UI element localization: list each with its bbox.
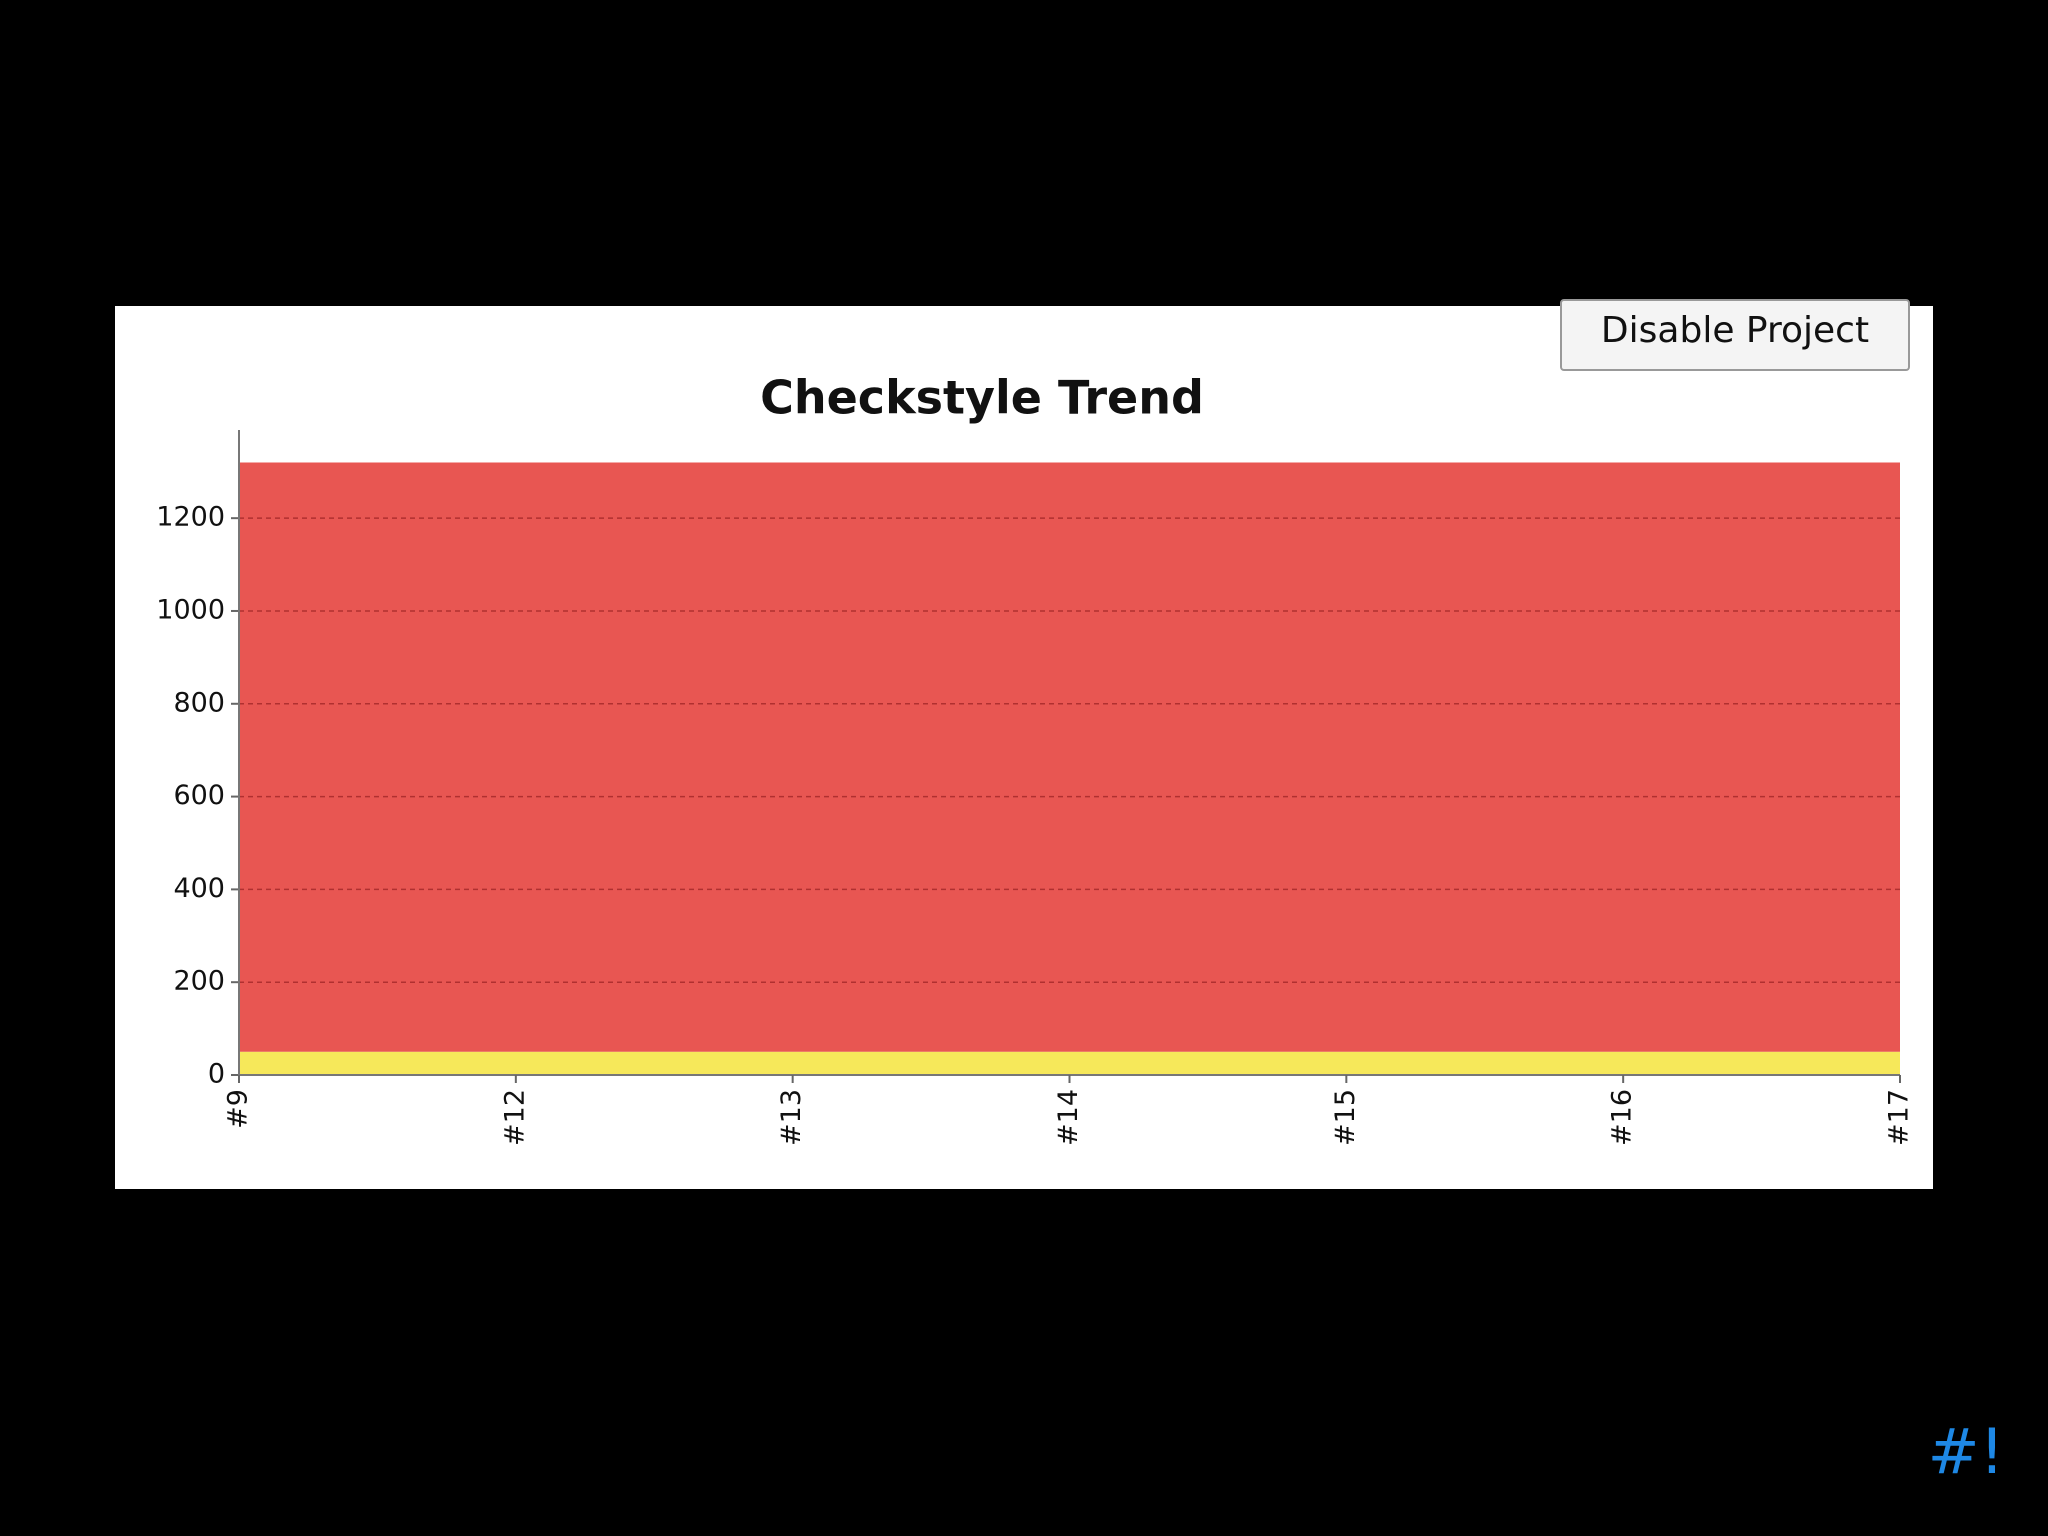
area (239, 462, 1900, 1052)
area (239, 1051, 1900, 1075)
x-tick-label: #17 (1884, 1089, 1915, 1146)
y-tick-label: 600 (173, 780, 225, 811)
y-tick-label: 1000 (156, 594, 225, 625)
y-tick-label: 1200 (156, 502, 225, 533)
x-tick-label: #12 (499, 1089, 530, 1146)
button[interactable] (1560, 299, 1910, 371)
x-tick-label: #14 (1053, 1089, 1084, 1146)
x-tick-label: #16 (1607, 1089, 1638, 1146)
chart-title: Checkstyle Trend (760, 371, 1204, 425)
plot: 0 200 400 600 800 1000 1200 #9 #12 #13 #14 #15 #16 #1… (156, 430, 1915, 1146)
button-label[interactable]: Disable Project (1601, 310, 1869, 351)
slide-mark: #! (1928, 1415, 2005, 1488)
y-tick-label: 0 (208, 1059, 225, 1090)
x-tick-label: #15 (1330, 1089, 1361, 1146)
y-tick-label: 400 (173, 873, 225, 904)
x-tick-label: #9 (223, 1089, 254, 1129)
x-tick-label: #13 (776, 1089, 807, 1146)
y-tick-label: 200 (173, 966, 225, 997)
y-tick-label: 800 (173, 687, 225, 718)
